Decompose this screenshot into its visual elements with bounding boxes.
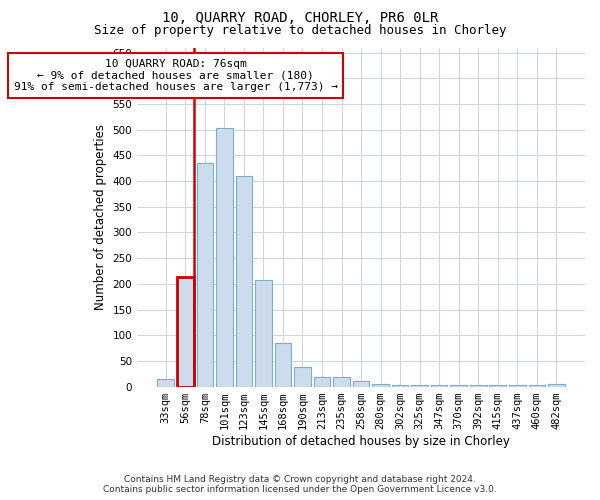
Bar bbox=[451, 384, 467, 386]
Bar bbox=[333, 378, 350, 386]
Text: 10, QUARRY ROAD, CHORLEY, PR6 0LR: 10, QUARRY ROAD, CHORLEY, PR6 0LR bbox=[162, 12, 438, 26]
Bar bbox=[255, 280, 272, 386]
Bar bbox=[372, 384, 389, 386]
Bar bbox=[412, 384, 428, 386]
Bar bbox=[236, 176, 252, 386]
X-axis label: Distribution of detached houses by size in Chorley: Distribution of detached houses by size … bbox=[212, 434, 510, 448]
Bar bbox=[216, 128, 233, 386]
Bar bbox=[294, 367, 311, 386]
Bar bbox=[509, 384, 526, 386]
Y-axis label: Number of detached properties: Number of detached properties bbox=[94, 124, 107, 310]
Bar bbox=[529, 384, 545, 386]
Text: 10 QUARRY ROAD: 76sqm
← 9% of detached houses are smaller (180)
91% of semi-deta: 10 QUARRY ROAD: 76sqm ← 9% of detached h… bbox=[14, 59, 338, 92]
Bar bbox=[177, 277, 194, 386]
Bar bbox=[431, 384, 448, 386]
Bar bbox=[353, 381, 370, 386]
Bar bbox=[197, 163, 213, 386]
Bar bbox=[470, 384, 487, 386]
Bar bbox=[392, 384, 409, 386]
Text: Contains HM Land Registry data © Crown copyright and database right 2024.
Contai: Contains HM Land Registry data © Crown c… bbox=[103, 474, 497, 494]
Bar bbox=[157, 379, 174, 386]
Bar bbox=[548, 384, 565, 386]
Bar bbox=[490, 384, 506, 386]
Bar bbox=[314, 378, 330, 386]
Text: Size of property relative to detached houses in Chorley: Size of property relative to detached ho… bbox=[94, 24, 506, 37]
Bar bbox=[275, 344, 291, 386]
